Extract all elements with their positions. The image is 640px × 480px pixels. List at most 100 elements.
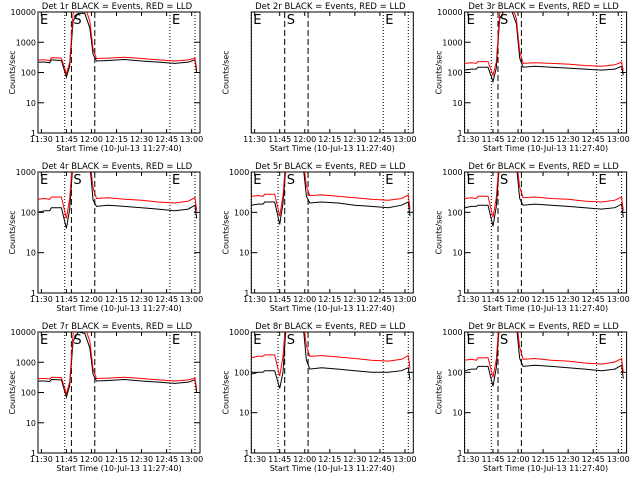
- x-tick-label: 12:00: [507, 135, 530, 144]
- y-tick-label: 100: [21, 208, 36, 217]
- x-tick-label: 12:45: [582, 455, 605, 464]
- data-line: [251, 332, 411, 377]
- y-axis-label: Counts/sec: [435, 50, 444, 94]
- x-tick-label: 11:45: [55, 455, 78, 464]
- x-tick-label: 12:30: [557, 455, 580, 464]
- y-tick-label: 100: [447, 368, 462, 377]
- panel: Det 2r BLACK = Events, RED = LLD Start Ti…: [221, 2, 416, 153]
- x-tick-label: 12:15: [318, 135, 341, 144]
- x-tick-label: 12:00: [293, 135, 316, 144]
- chart-title: Det 3r BLACK = Events, RED = LLD: [468, 2, 619, 12]
- y-tick-label: 1000: [16, 168, 36, 177]
- chart-title: Det 9r BLACK = Events, RED = LLD: [468, 322, 619, 332]
- y-tick-label: 1000: [442, 38, 462, 47]
- event-label: S: [287, 333, 295, 348]
- y-tick-label: 100: [234, 208, 249, 217]
- x-axis-label: Start Time (10-Jul-13 11:27:40): [56, 304, 181, 313]
- x-tick-label: 11:45: [481, 135, 504, 144]
- x-tick-label: 12:15: [318, 455, 341, 464]
- x-tick-label: 12:45: [155, 295, 178, 304]
- y-tick-label: 100: [21, 69, 36, 78]
- event-label: S: [500, 333, 508, 348]
- data-line: [464, 172, 624, 227]
- x-tick-label: 13:00: [180, 135, 203, 144]
- y-axis-label: Counts/sec: [221, 50, 230, 94]
- y-tick-label: 10: [239, 249, 249, 258]
- data-line: [251, 332, 411, 389]
- data-line: [251, 172, 411, 217]
- y-axis-label: Counts/sec: [435, 370, 444, 414]
- x-tick-label: 12:30: [130, 135, 153, 144]
- x-tick-label: 12:30: [343, 135, 366, 144]
- y-tick-label: 1: [458, 289, 463, 298]
- x-tick-label: 11:30: [30, 295, 53, 304]
- x-tick-label: 12:45: [582, 135, 605, 144]
- event-label: E: [467, 173, 475, 188]
- x-axis-label: Start Time (10-Jul-13 11:27:40): [483, 304, 608, 313]
- y-tick-label: 10: [452, 99, 462, 108]
- x-tick-label: 12:30: [343, 295, 366, 304]
- panel: Det 9r BLACK = Events, RED = LLD Start Ti…: [435, 322, 630, 473]
- y-tick-label: 1000: [229, 168, 249, 177]
- x-tick-label: 11:30: [456, 135, 479, 144]
- x-tick-label: 12:45: [368, 455, 391, 464]
- data-line: [464, 12, 624, 78]
- x-tick-label: 13:00: [607, 455, 630, 464]
- event-label: E: [385, 333, 393, 348]
- chart-title: Det 6r BLACK = Events, RED = LLD: [468, 162, 619, 172]
- y-tick-label: 1: [244, 449, 249, 458]
- y-tick-label: 1: [31, 449, 36, 458]
- event-label: E: [599, 13, 607, 28]
- y-tick-label: 10000: [11, 8, 36, 17]
- x-tick-label: 12:15: [105, 455, 128, 464]
- event-label: E: [172, 173, 180, 188]
- x-tick-label: 13:00: [393, 455, 416, 464]
- data-line: [38, 172, 198, 219]
- x-tick-label: 12:30: [343, 455, 366, 464]
- y-tick-label: 1: [31, 289, 36, 298]
- event-label: E: [253, 173, 261, 188]
- y-tick-label: 1: [458, 449, 463, 458]
- y-tick-label: 1000: [16, 38, 36, 47]
- panel: Det 4r BLACK = Events, RED = LLD Start Ti…: [8, 162, 203, 313]
- data-line: [464, 332, 624, 378]
- event-label: E: [253, 13, 261, 28]
- event-label: E: [467, 13, 475, 28]
- y-tick-label: 1: [244, 289, 249, 298]
- x-tick-label: 11:30: [30, 455, 53, 464]
- x-tick-label: 12:00: [507, 455, 530, 464]
- x-tick-label: 12:45: [368, 135, 391, 144]
- data-line: [38, 172, 198, 229]
- data-line: [464, 332, 624, 387]
- event-label: E: [172, 333, 180, 348]
- x-tick-label: 11:45: [268, 135, 291, 144]
- x-tick-label: 12:30: [130, 295, 153, 304]
- x-axis-label: Start Time (10-Jul-13 11:27:40): [270, 304, 395, 313]
- panel: Det 8r BLACK = Events, RED = LLD Start Ti…: [221, 322, 416, 473]
- event-label: S: [73, 173, 81, 188]
- y-axis-label: Counts/sec: [221, 370, 230, 414]
- y-tick-label: 10: [26, 249, 36, 258]
- x-tick-label: 12:15: [105, 295, 128, 304]
- x-axis-label: Start Time (10-Jul-13 11:27:40): [270, 464, 395, 473]
- data-line: [38, 332, 198, 396]
- event-label: E: [172, 13, 180, 28]
- event-label: E: [385, 173, 393, 188]
- data-line: [464, 12, 624, 84]
- x-tick-label: 12:30: [130, 455, 153, 464]
- x-tick-label: 13:00: [180, 295, 203, 304]
- x-tick-label: 11:30: [243, 455, 266, 464]
- event-label: S: [500, 13, 508, 28]
- panel: Det 1r BLACK = Events, RED = LLD Start Ti…: [8, 2, 203, 153]
- x-tick-label: 13:00: [393, 295, 416, 304]
- y-tick-label: 10: [239, 409, 249, 418]
- x-tick-label: 12:15: [318, 295, 341, 304]
- x-tick-label: 11:30: [456, 455, 479, 464]
- x-axis-label: Start Time (10-Jul-13 11:27:40): [483, 144, 608, 153]
- data-line: [38, 12, 198, 76]
- x-tick-label: 11:45: [55, 295, 78, 304]
- y-tick-label: 100: [447, 208, 462, 217]
- x-tick-label: 12:30: [557, 295, 580, 304]
- chart-title: Det 2r BLACK = Events, RED = LLD: [255, 2, 406, 12]
- x-tick-label: 13:00: [180, 455, 203, 464]
